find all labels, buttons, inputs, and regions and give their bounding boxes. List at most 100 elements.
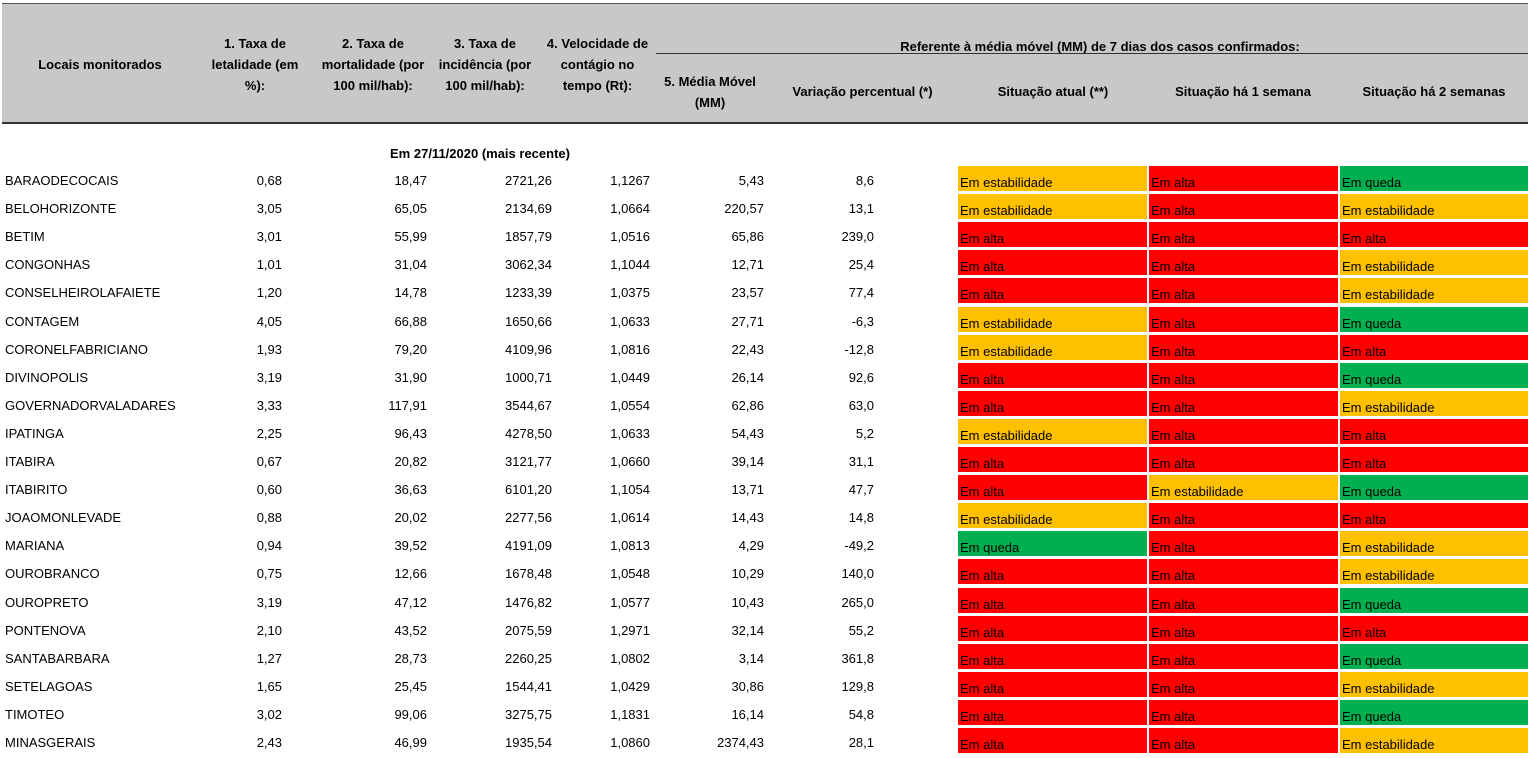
location-name: BARAODECOCAIS <box>5 173 119 188</box>
cell-let: 1,01 <box>256 257 282 272</box>
status-badge: Em alta <box>958 616 1147 641</box>
cell-let: 0,60 <box>256 482 282 497</box>
status-badge: Em alta <box>958 672 1147 697</box>
location-name: DIVINOPOLIS <box>5 370 89 385</box>
cell-mort: 25,45 <box>394 679 427 694</box>
cell-mort: 20,02 <box>394 510 427 525</box>
location-name: PONTENOVA <box>5 623 86 638</box>
header-letalidade-line1: 1. Taxa de <box>224 36 286 51</box>
cell-mm: 12,71 <box>731 257 764 272</box>
status-badge: Em alta <box>958 278 1147 303</box>
table-row: MARIANA 0,94 39,52 4191,09 1,0813 4,29 -49,2 Em… <box>0 531 1530 559</box>
cell-rt: 1,0429 <box>610 679 650 694</box>
status-badge: Em estabilidade <box>958 419 1147 444</box>
status-badge: Em alta <box>1149 278 1338 303</box>
cell-var: 92,6 <box>848 370 874 385</box>
cell-mm: 23,57 <box>731 285 764 300</box>
status-badge: Em estabilidade <box>1340 559 1528 584</box>
cell-rt: 1,0449 <box>610 370 650 385</box>
cell-rt: 1,0548 <box>610 566 650 581</box>
status-badge: Em alta <box>958 588 1147 613</box>
status-badge: Em alta <box>1149 166 1338 191</box>
location-name: MARIANA <box>5 538 65 553</box>
cell-var: 54,8 <box>848 707 874 722</box>
cell-let: 4,05 <box>256 314 282 329</box>
header-situacao-1sem: Situação há 1 semana <box>1175 84 1311 99</box>
status-badge: Em alta <box>958 391 1147 416</box>
header-media-movel-line2: (MM) <box>694 95 726 110</box>
status-badge: Em queda <box>1340 307 1528 332</box>
cell-inc: 6101,20 <box>505 482 552 497</box>
header-mortalidade-line1: 2. Taxa de <box>342 36 404 51</box>
cell-var: 239,0 <box>841 229 874 244</box>
header-media-movel-line1: 5. Média Móvel <box>664 74 756 89</box>
header-mortalidade: 2. Taxa de mortalidade (por 100 mil/hab)… <box>318 33 428 96</box>
cell-let: 1,65 <box>256 679 282 694</box>
status-badge: Em alta <box>1149 672 1338 697</box>
table-row: ITABIRITO 0,60 36,63 6101,20 1,1054 13,71 47,7… <box>0 475 1530 503</box>
status-badge: Em estabilidade <box>958 335 1147 360</box>
group-header-rule <box>656 53 1528 54</box>
status-badge: Em estabilidade <box>958 166 1147 191</box>
cell-let: 3,01 <box>256 229 282 244</box>
header-mortalidade-line3: 100 mil/hab): <box>333 78 413 93</box>
header-letalidade: 1. Taxa de letalidade (em %): <box>200 33 310 96</box>
cell-let: 2,10 <box>256 623 282 638</box>
cell-mort: 43,52 <box>394 623 427 638</box>
cell-mort: 39,52 <box>394 538 427 553</box>
cell-rt: 1,1054 <box>610 482 650 497</box>
header-letalidade-line2: letalidade (em <box>211 57 299 72</box>
status-badge: Em estabilidade <box>958 194 1147 219</box>
status-badge: Em queda <box>1340 475 1528 500</box>
cell-inc: 2260,25 <box>505 651 552 666</box>
cell-mm: 62,86 <box>731 398 764 413</box>
cell-var: 77,4 <box>848 285 874 300</box>
status-badge: Em alta <box>1340 503 1528 528</box>
status-badge: Em queda <box>1340 588 1528 613</box>
table-row: CONSELHEIROLAFAIETE 1,20 14,78 1233,39 1,037… <box>0 278 1530 306</box>
cell-inc: 4191,09 <box>505 538 552 553</box>
cell-mort: 14,78 <box>394 285 427 300</box>
status-badge: Em alta <box>1149 559 1338 584</box>
table-row: BETIM 3,01 55,99 1857,79 1,0516 65,86 239,0 Em … <box>0 222 1530 250</box>
header-situacao-atual: Situação atual (**) <box>997 84 1109 99</box>
status-badge: Em alta <box>1340 335 1528 360</box>
cell-inc: 1857,79 <box>505 229 552 244</box>
cell-rt: 1,2971 <box>610 623 650 638</box>
cell-inc: 2277,56 <box>505 510 552 525</box>
cell-inc: 1678,48 <box>505 566 552 581</box>
location-name: BETIM <box>5 229 45 244</box>
cell-var: 63,0 <box>848 398 874 413</box>
table-row: DIVINOPOLIS 3,19 31,90 1000,71 1,0449 26,14 92… <box>0 363 1530 391</box>
cell-let: 3,33 <box>256 398 282 413</box>
cell-rt: 1,1044 <box>610 257 650 272</box>
status-badge: Em estabilidade <box>1340 194 1528 219</box>
status-badge: Em estabilidade <box>1340 728 1528 753</box>
header-incidencia-line3: 100 mil/hab): <box>445 78 525 93</box>
cell-inc: 3062,34 <box>505 257 552 272</box>
header-media-movel: 5. Média Móvel (MM) <box>655 71 765 113</box>
status-badge: Em alta <box>958 559 1147 584</box>
cell-mort: 31,90 <box>394 370 427 385</box>
cell-var: -49,2 <box>844 538 874 553</box>
table-row: SETELAGOAS 1,65 25,45 1544,41 1,0429 30,86 129… <box>0 672 1530 700</box>
cell-mm: 26,14 <box>731 370 764 385</box>
cell-mm: 22,43 <box>731 342 764 357</box>
header-velocidade-line1: 4. Velocidade de <box>546 36 649 51</box>
cell-let: 2,43 <box>256 735 282 750</box>
location-name: MINASGERAIS <box>5 735 96 750</box>
header-locais: Locais monitorados <box>38 57 162 72</box>
cell-let: 3,19 <box>256 595 282 610</box>
status-badge: Em alta <box>1149 335 1338 360</box>
cell-mm: 14,43 <box>731 510 764 525</box>
table-row: SANTABARBARA 1,27 28,73 2260,25 1,0802 3,14 36… <box>0 644 1530 672</box>
status-badge: Em alta <box>958 700 1147 725</box>
cell-inc: 1000,71 <box>505 370 552 385</box>
cell-let: 0,68 <box>256 173 282 188</box>
cell-mort: 96,43 <box>394 426 427 441</box>
location-name: CONTAGEM <box>5 314 80 329</box>
status-badge: Em estabilidade <box>1340 391 1528 416</box>
status-badge: Em alta <box>1149 644 1338 669</box>
cell-let: 0,67 <box>256 454 282 469</box>
location-name: CONGONHAS <box>5 257 91 272</box>
